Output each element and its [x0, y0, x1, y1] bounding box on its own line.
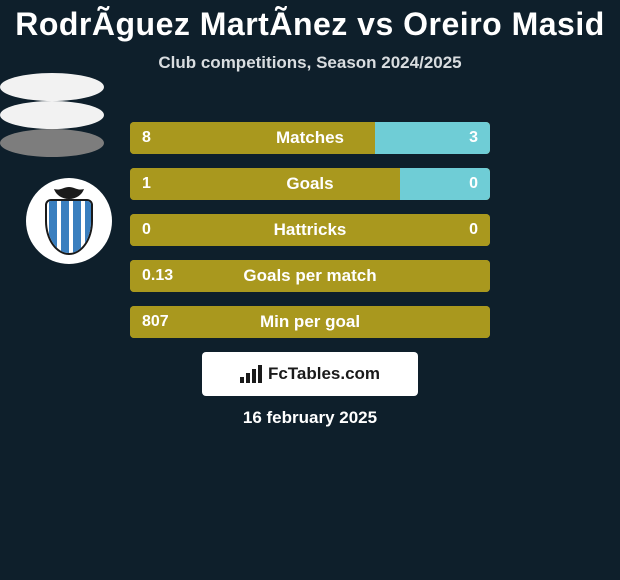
club-crest-icon	[41, 185, 97, 257]
comparison-subtitle: Club competitions, Season 2024/2025	[0, 53, 620, 73]
comparison-title: RodrÃ­guez MartÃ­nez vs Oreiro Masid	[0, 0, 620, 43]
brand-text: FcTables.com	[268, 364, 380, 384]
player-right-club-placeholder	[0, 129, 104, 157]
stat-row: 83Matches	[130, 122, 490, 154]
stat-label: Min per goal	[130, 306, 490, 338]
bar-chart-icon	[240, 365, 262, 383]
player-left-club-badge	[26, 178, 112, 264]
stat-label: Goals per match	[130, 260, 490, 292]
comparison-card: RodrÃ­guez MartÃ­nez vs Oreiro Masid Clu…	[0, 0, 620, 580]
stat-label: Matches	[130, 122, 490, 154]
stat-label: Goals	[130, 168, 490, 200]
stat-row: 10Goals	[130, 168, 490, 200]
brand-logo: FcTables.com	[202, 352, 418, 396]
stat-row: 00Hattricks	[130, 214, 490, 246]
stat-row: 807Min per goal	[130, 306, 490, 338]
stat-row: 0.13Goals per match	[130, 260, 490, 292]
stat-label: Hattricks	[130, 214, 490, 246]
stats-list: 83Matches 10Goals 00Hattricks 0.13Goals per…	[130, 122, 490, 352]
player-right-badge	[0, 101, 104, 129]
player-left-badge	[0, 73, 104, 101]
date-label: 16 february 2025	[0, 408, 620, 428]
